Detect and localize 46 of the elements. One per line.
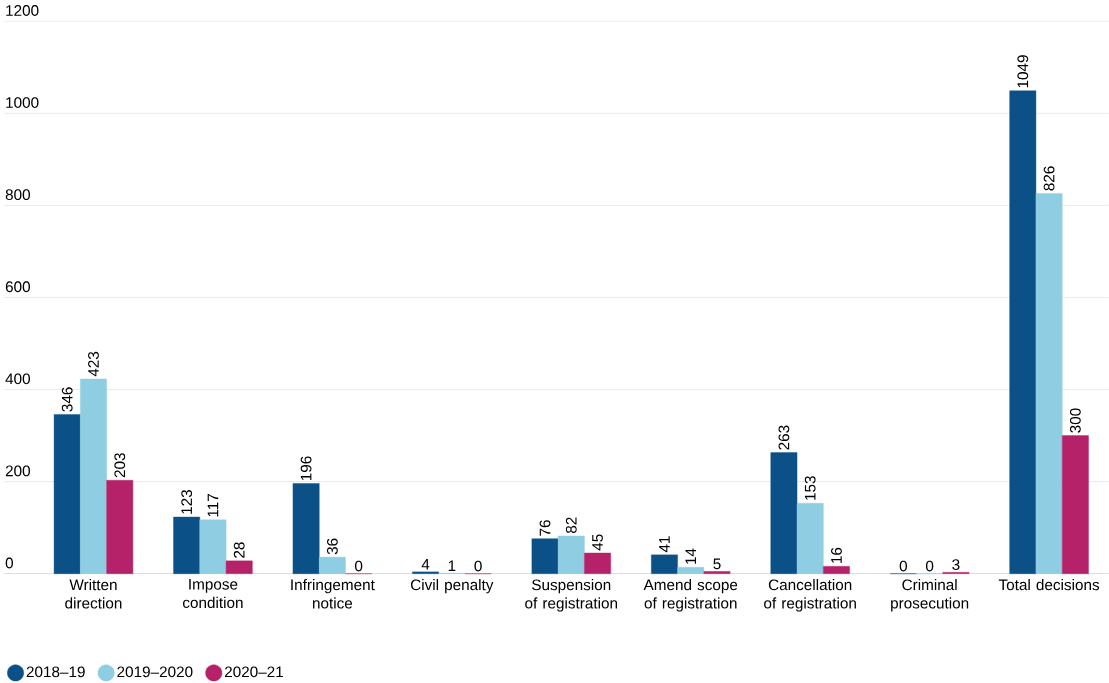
data-label: 28 xyxy=(233,542,245,558)
data-label: 82 xyxy=(565,517,577,533)
data-label: 1 xyxy=(448,560,456,571)
data-label: 153 xyxy=(804,475,816,500)
data-label: 0 xyxy=(474,560,482,572)
data-label: 0 xyxy=(355,560,363,572)
data-label: 1049 xyxy=(1017,55,1029,88)
x-tick-label: Criminal prosecution xyxy=(891,578,969,612)
data-label: 300 xyxy=(1069,408,1081,433)
x-tick-label: Suspension of registration xyxy=(525,578,618,612)
y-tick-label: 800 xyxy=(5,189,30,200)
data-label: 203 xyxy=(114,452,126,478)
data-label: 196 xyxy=(300,456,312,480)
data-label: 423 xyxy=(88,351,99,377)
data-label: 4 xyxy=(421,558,430,570)
y-tick-label: 0 xyxy=(5,557,13,569)
x-tick-label: Civil penalty xyxy=(410,578,494,594)
legend-label: 2020–21 xyxy=(224,666,283,677)
y-tick-label: 200 xyxy=(5,465,30,477)
data-label: 45 xyxy=(592,534,603,551)
data-label: 0 xyxy=(925,560,934,572)
data-label: 0 xyxy=(899,560,907,572)
data-label: 41 xyxy=(659,536,670,553)
y-tick-label: 600 xyxy=(5,281,30,292)
y-tick-label: 400 xyxy=(5,373,30,385)
x-tick-label: Written direction xyxy=(65,578,122,609)
data-label: 826 xyxy=(1043,166,1055,191)
data-label: 76 xyxy=(539,519,551,536)
x-tick-label: Total decisions xyxy=(998,578,1100,591)
y-tick-label: 1000 xyxy=(6,96,39,108)
data-label: 117 xyxy=(207,493,219,517)
data-label: 263 xyxy=(778,425,790,450)
x-tick-label: Cancellation of registration xyxy=(764,578,856,612)
data-label: 123 xyxy=(181,489,193,514)
legend-label: 2018–19 xyxy=(26,666,85,677)
data-label: 36 xyxy=(326,538,338,555)
data-label: 346 xyxy=(61,387,73,412)
x-tick-label: Amend scope of registration xyxy=(643,578,738,612)
x-tick-label: Infringement notice xyxy=(291,578,375,609)
legend-label: 2019–2020 xyxy=(117,666,193,677)
x-tick-label: Impose condition xyxy=(182,578,243,608)
data-label: 5 xyxy=(713,558,721,569)
data-label: 3 xyxy=(952,559,960,570)
data-label: 16 xyxy=(831,547,842,563)
y-tick-label: 1200 xyxy=(6,4,39,16)
data-label: 14 xyxy=(685,548,696,564)
